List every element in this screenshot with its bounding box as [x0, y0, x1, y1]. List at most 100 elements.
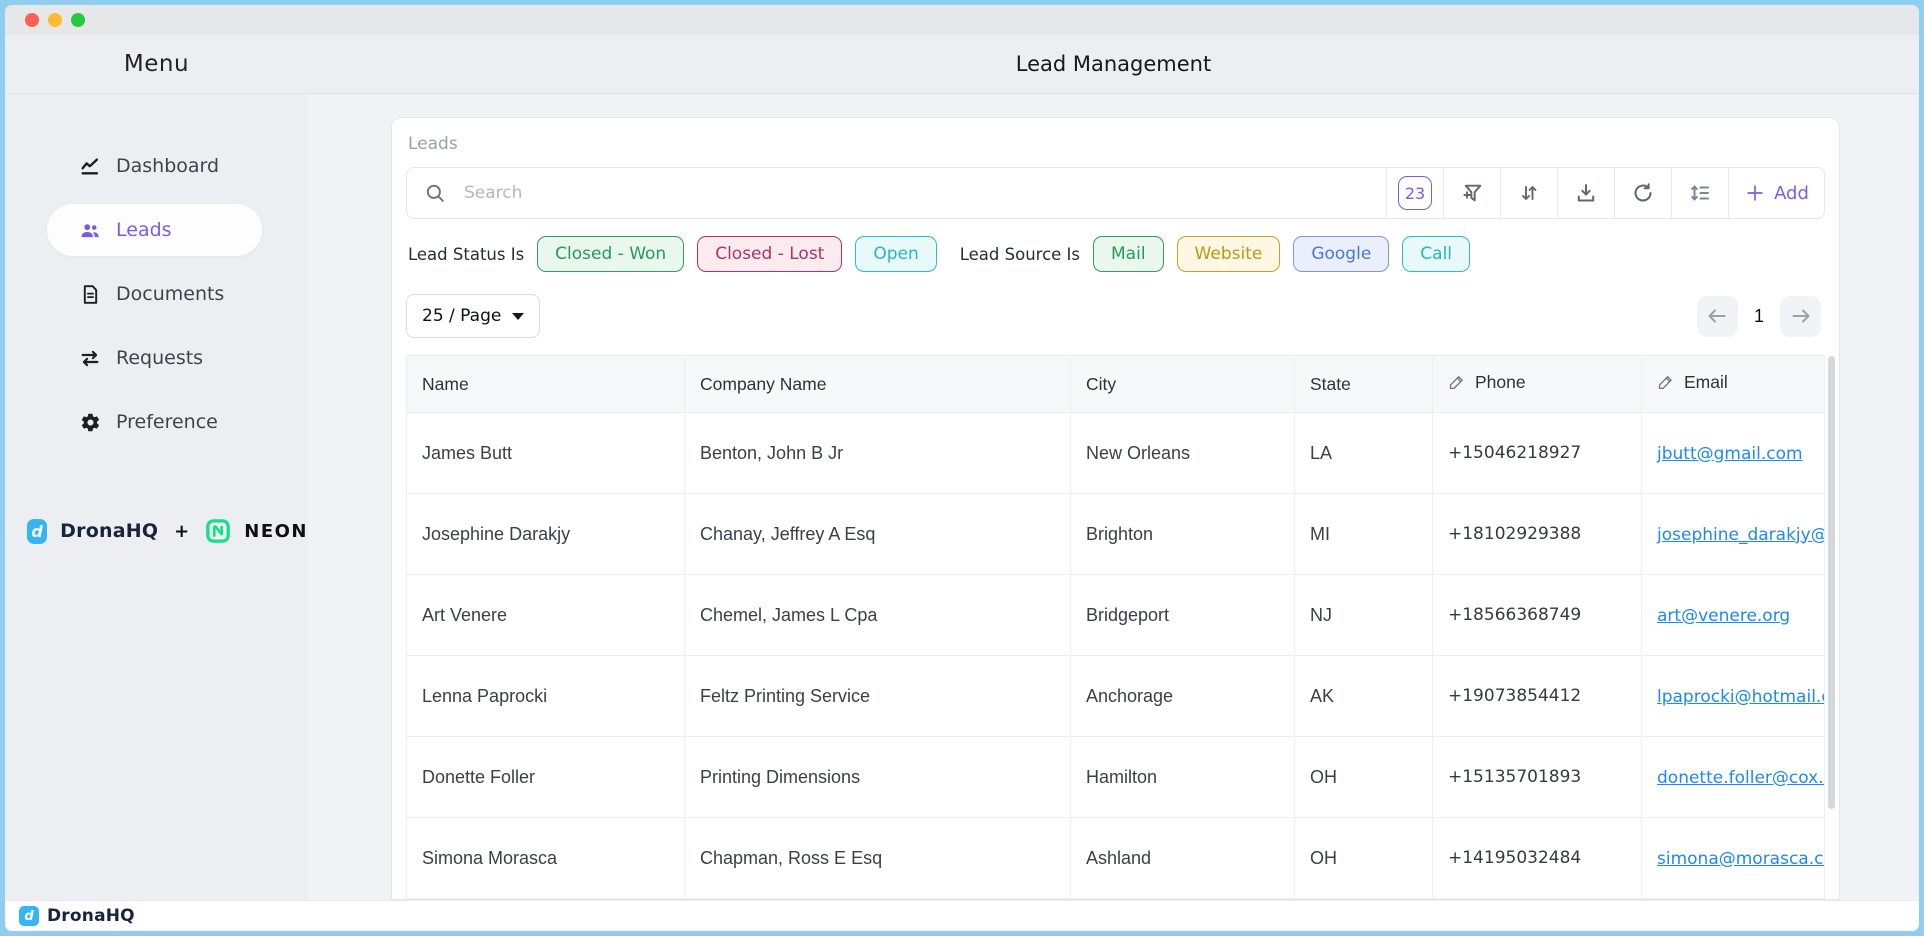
- email-link[interactable]: lpaprocki@hotmail.com: [1657, 686, 1824, 707]
- cell-email: donette.foller@cox.net: [1641, 736, 1825, 818]
- cell-state: OH: [1294, 736, 1433, 818]
- sidebar-item-requests[interactable]: Requests: [47, 332, 262, 384]
- column-header-phone[interactable]: Phone: [1432, 355, 1642, 413]
- cell-name: Donette Foller: [406, 736, 685, 818]
- sidebar-item-label: Dashboard: [116, 155, 220, 177]
- chip-mail[interactable]: Mail: [1093, 236, 1164, 272]
- dronahq-badge-icon: d: [19, 906, 39, 926]
- sidebar-item-label: Documents: [116, 283, 225, 305]
- table-row[interactable]: Josephine Darakjy Chanay, Jeffrey A Esq …: [406, 493, 1825, 575]
- download-button[interactable]: [1557, 168, 1614, 218]
- transfer-icon: [79, 347, 101, 369]
- footer-brand-text: DronaHQ: [47, 906, 135, 926]
- edit-pencil-icon: [1657, 375, 1675, 395]
- email-link[interactable]: jbutt@gmail.com: [1657, 443, 1803, 464]
- refresh-button[interactable]: [1614, 168, 1671, 218]
- main-area: Lead Management Leads 23: [308, 35, 1919, 900]
- search-icon: [424, 182, 447, 205]
- add-button[interactable]: Add: [1728, 168, 1824, 218]
- email-link[interactable]: josephine_darakjy@darakjy.org: [1657, 524, 1824, 545]
- cell-state: NJ: [1294, 574, 1433, 656]
- table-row[interactable]: James Butt Benton, John B Jr New Orleans…: [406, 412, 1825, 494]
- chip-website[interactable]: Website: [1176, 236, 1281, 272]
- cell-company: Feltz Printing Service: [684, 655, 1071, 737]
- neon-logo-icon: [205, 518, 231, 544]
- chip-closed-won[interactable]: Closed - Won: [537, 236, 685, 272]
- refresh-icon: [1631, 181, 1655, 205]
- download-icon: [1574, 181, 1598, 205]
- next-page-button[interactable]: [1780, 295, 1821, 337]
- cell-company: Chapman, Ross E Esq: [684, 817, 1071, 899]
- table-scrollbar[interactable]: [1828, 356, 1835, 809]
- cell-phone[interactable]: +15135701893: [1432, 736, 1642, 818]
- sidebar-branding: d DronaHQ + NEON: [5, 518, 308, 544]
- source-filter-label: Lead Source Is: [959, 244, 1081, 264]
- minimize-window-button[interactable]: [48, 13, 62, 27]
- table-row[interactable]: Simona Morasca Chapman, Ross E Esq Ashla…: [406, 817, 1825, 899]
- cell-name: Art Venere: [406, 574, 685, 656]
- row-height-icon: [1688, 181, 1712, 205]
- dronahq-logo-text: DronaHQ: [60, 520, 159, 542]
- close-window-button[interactable]: [25, 13, 39, 27]
- cell-phone[interactable]: +18102929388: [1432, 493, 1642, 575]
- users-icon: [79, 219, 101, 241]
- column-header-company[interactable]: Company Name: [684, 355, 1071, 413]
- cell-state: OH: [1294, 817, 1433, 899]
- cell-name: Simona Morasca: [406, 817, 685, 899]
- filter-plus-icon: [1460, 181, 1485, 206]
- filter-button[interactable]: [1443, 168, 1500, 218]
- cell-state: AK: [1294, 655, 1433, 737]
- cell-phone[interactable]: +14195032484: [1432, 817, 1642, 899]
- chip-closed-lost[interactable]: Closed - Lost: [697, 236, 843, 272]
- filter-count-button[interactable]: 23: [1386, 168, 1443, 218]
- table-row[interactable]: Donette Foller Printing Dimensions Hamil…: [406, 736, 1825, 818]
- table-row[interactable]: Art Venere Chemel, James L Cpa Bridgepor…: [406, 574, 1825, 656]
- column-header-email[interactable]: Email: [1641, 355, 1825, 413]
- sidebar-item-label: Requests: [116, 347, 204, 369]
- search-input[interactable]: [464, 183, 1369, 203]
- cell-name: Josephine Darakjy: [406, 493, 685, 575]
- sidebar-title: Menu: [5, 35, 308, 94]
- cell-name: Lenna Paprocki: [406, 655, 685, 737]
- column-header-city[interactable]: City: [1070, 355, 1295, 413]
- sidebar: Menu Dashboard Leads: [5, 35, 308, 900]
- document-icon: [79, 283, 101, 305]
- sidebar-nav: Dashboard Leads Documents: [5, 94, 308, 460]
- cell-email: simona@morasca.com: [1641, 817, 1825, 899]
- email-link[interactable]: art@venere.org: [1657, 605, 1791, 626]
- cell-state: LA: [1294, 412, 1433, 494]
- column-header-name[interactable]: Name: [406, 355, 685, 413]
- cell-phone[interactable]: +15046218927: [1432, 412, 1642, 494]
- email-link[interactable]: donette.foller@cox.net: [1657, 767, 1824, 788]
- email-link[interactable]: simona@morasca.com: [1657, 848, 1824, 869]
- sort-button[interactable]: [1500, 168, 1557, 218]
- cell-city: Anchorage: [1070, 655, 1295, 737]
- arrow-left-icon: [1708, 309, 1726, 323]
- edit-pencil-icon: [1448, 375, 1466, 395]
- page-title: Lead Management: [1015, 52, 1212, 76]
- sidebar-item-preference[interactable]: Preference: [47, 396, 262, 448]
- table-row[interactable]: Lenna Paprocki Feltz Printing Service An…: [406, 655, 1825, 737]
- status-filter-label: Lead Status Is: [408, 244, 525, 264]
- chip-call[interactable]: Call: [1402, 236, 1471, 272]
- sidebar-item-documents[interactable]: Documents: [47, 268, 262, 320]
- page-number-input[interactable]: 1: [1753, 305, 1764, 326]
- sidebar-item-dashboard[interactable]: Dashboard: [47, 140, 262, 192]
- panel-title: Leads: [408, 134, 458, 154]
- cell-city: Brighton: [1070, 493, 1295, 575]
- page-size-select[interactable]: 25 / Page: [406, 294, 540, 338]
- leads-table: Name Company Name City State Phone Email…: [406, 355, 1825, 899]
- filter-count-badge: 23: [1398, 176, 1432, 210]
- cell-phone[interactable]: +19073854412: [1432, 655, 1642, 737]
- chip-google[interactable]: Google: [1293, 236, 1390, 272]
- zoom-window-button[interactable]: [71, 13, 85, 27]
- chip-open[interactable]: Open: [855, 236, 937, 272]
- sidebar-item-leads[interactable]: Leads: [47, 204, 262, 256]
- footer-bar: d DronaHQ: [5, 900, 1919, 931]
- row-height-button[interactable]: [1671, 168, 1728, 218]
- column-header-state[interactable]: State: [1294, 355, 1433, 413]
- leads-panel: Leads 23: [391, 117, 1840, 900]
- prev-page-button[interactable]: [1696, 295, 1738, 337]
- cell-phone[interactable]: +18566368749: [1432, 574, 1642, 656]
